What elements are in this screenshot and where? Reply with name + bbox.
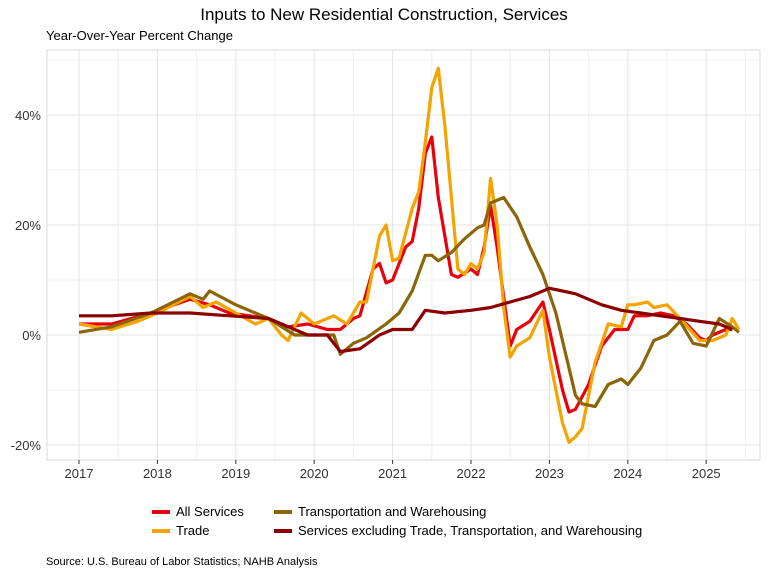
y-tick-label: 20% (15, 218, 41, 233)
legend-label: Transportation and Warehousing (298, 504, 487, 519)
x-tick-label: 2025 (692, 466, 721, 481)
x-tick-label: 2022 (457, 466, 486, 481)
y-tick-label: 0% (22, 328, 41, 343)
x-tick-label: 2017 (65, 466, 94, 481)
chart-title: Inputs to New Residential Construction, … (200, 5, 568, 24)
legend-label: Trade (176, 523, 210, 538)
legend-swatch (152, 509, 170, 514)
x-tick-label: 2018 (143, 466, 172, 481)
legend-item: Trade (152, 523, 262, 538)
legend-item: Transportation and Warehousing (274, 504, 642, 519)
x-tick-label: 2023 (535, 466, 564, 481)
legend-label: Services excluding Trade, Transportation… (298, 523, 643, 538)
legend-swatch (152, 528, 170, 533)
legend: All Services Transportation and Warehous… (152, 504, 642, 538)
x-tick-label: 2020 (300, 466, 329, 481)
legend-label: All Services (176, 504, 244, 519)
legend-swatch (274, 528, 292, 533)
source-note: Source: U.S. Bureau of Labor Statistics;… (46, 556, 318, 568)
series-line-services-excluding (79, 286, 733, 354)
y-tick-label: 40% (15, 108, 41, 123)
series-line-trade (78, 66, 741, 444)
chart-subtitle: Year-Over-Year Percent Change (46, 28, 233, 43)
series-line-all-services (79, 135, 733, 414)
x-tick-label: 2024 (613, 466, 642, 481)
x-tick-label: 2019 (221, 466, 250, 481)
legend-swatch (274, 509, 292, 514)
legend-item: All Services (152, 504, 262, 519)
x-tick-label: 2021 (378, 466, 407, 481)
legend-item: Services excluding Trade, Transportation… (274, 523, 642, 538)
y-tick-label: -20% (11, 438, 42, 453)
